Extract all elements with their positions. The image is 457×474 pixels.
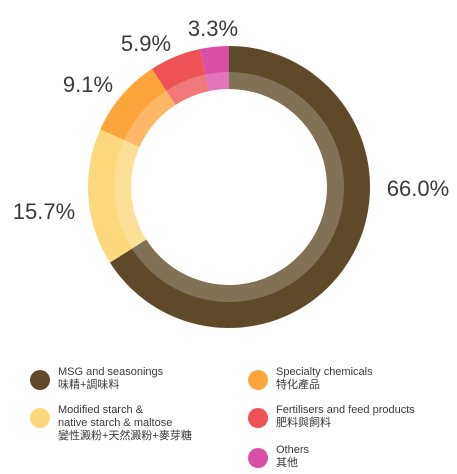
slice-inner-band-specialty-chemicals [124,90,176,147]
legend-label: Fertilisers and feed products [276,404,415,416]
legend-label-zh: 特化產品 [276,379,320,391]
legend-swatch-fertilisers [248,408,268,428]
legend-label: Others [276,444,310,456]
slice-inner-band-fertilisers-and-feed-products [166,74,209,105]
donut-slices [88,46,370,328]
legend-swatch-others [248,448,268,468]
legend-swatch-specialty [248,370,268,390]
value-label-specialty-chemicals: 9.1% [63,72,113,97]
chart-legend: MSG and seasonings 味精+調味料 Modified starc… [0,360,457,474]
slice-value-labels: 66.0% 15.7% 9.1% 5.9% 3.3% [13,16,449,224]
legend-label-zh: 肥料與飼料 [276,417,331,429]
slice-modified-starch-native-starch-maltose [88,129,147,263]
value-label-fertilisers-and-feed-products: 5.9% [121,31,171,56]
legend-label-zh: 味精+調味料 [58,379,120,391]
value-label-msg-and-seasonings: 66.0% [387,176,449,201]
legend-label: MSG and seasonings [58,366,164,378]
slice-specialty-chemicals [100,68,176,147]
legend-text-starch: Modified starch & native starch & maltos… [58,404,192,443]
slice-msg-and-seasonings [109,46,370,328]
slice-fertilisers-and-feed-products [151,49,209,105]
legend-text-others: Others 其他 [276,444,309,470]
legend-swatch-starch [30,408,50,428]
legend-swatch-msg [30,370,50,390]
legend-label: Specialty chemicals [276,366,373,378]
value-label-modified-starch-native-starch-maltose: 15.7% [13,199,75,224]
legend-label-zh: 其他 [276,457,298,469]
legend-text-specialty: Specialty chemicals 特化產品 [276,366,373,392]
legend-label-2: native starch & maltose [58,417,173,429]
donut-chart: 66.0% 15.7% 9.1% 5.9% 3.3% [13,16,449,328]
slice-others [199,46,229,92]
legend-text-fertilisers: Fertilisers and feed products 肥料與飼料 [276,404,415,430]
slice-inner-band-modified-starch-native-starch-maltose [113,140,147,249]
legend-label-zh: 變性澱粉+天然澱粉+麥芽糖 [58,430,192,442]
legend-label: Modified starch & [58,404,143,416]
value-label-others: 3.3% [188,16,238,41]
slice-inner-band-others [205,72,229,92]
legend-text-msg: MSG and seasonings 味精+調味料 [58,366,163,392]
